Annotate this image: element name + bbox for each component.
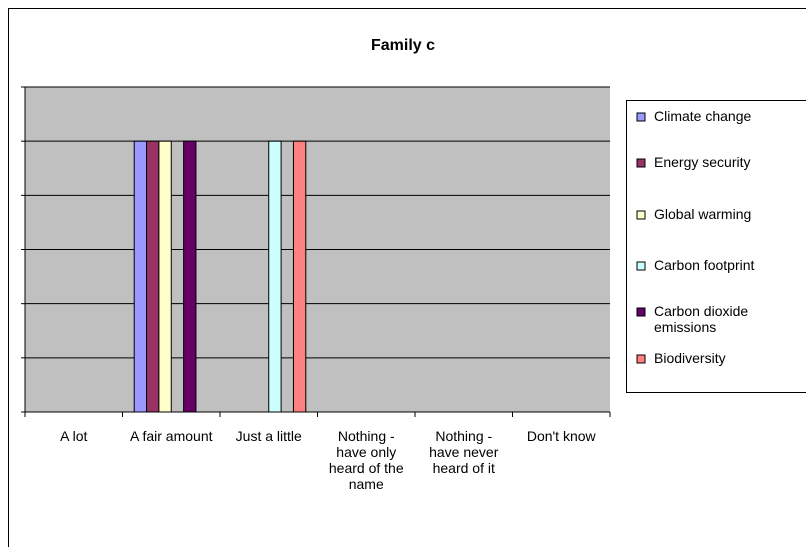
x-tick-label: Nothing - have never heard of it (429, 428, 499, 476)
bar (292, 140, 307, 413)
x-tick-label: A lot (60, 428, 88, 444)
legend-label: Climate change (654, 108, 752, 124)
legend-box (626, 100, 806, 393)
legend-swatch (636, 112, 646, 122)
bar (183, 140, 197, 413)
x-tick-label: Just a little (235, 428, 302, 444)
legend-swatch (636, 354, 646, 364)
legend-swatch (636, 261, 646, 271)
bar (158, 140, 172, 413)
x-tick-label: A fair amount (130, 428, 213, 444)
legend-label: Energy security (654, 154, 751, 170)
legend-label: Biodiversity (654, 350, 726, 366)
bar (133, 140, 148, 413)
legend-swatch (636, 307, 646, 317)
x-tick-label: Don't know (526, 428, 596, 444)
bar (146, 140, 160, 413)
legend-label: Global warming (654, 206, 752, 222)
legend-label: Carbon footprint (654, 257, 755, 273)
x-tick-label: Nothing - have only heard of the name (328, 428, 404, 492)
legend-label: Carbon dioxide emissions (654, 303, 749, 335)
bar (268, 140, 282, 413)
legend-swatch (636, 158, 646, 168)
chart-title: Family c (371, 37, 435, 54)
legend-swatch (636, 210, 646, 220)
